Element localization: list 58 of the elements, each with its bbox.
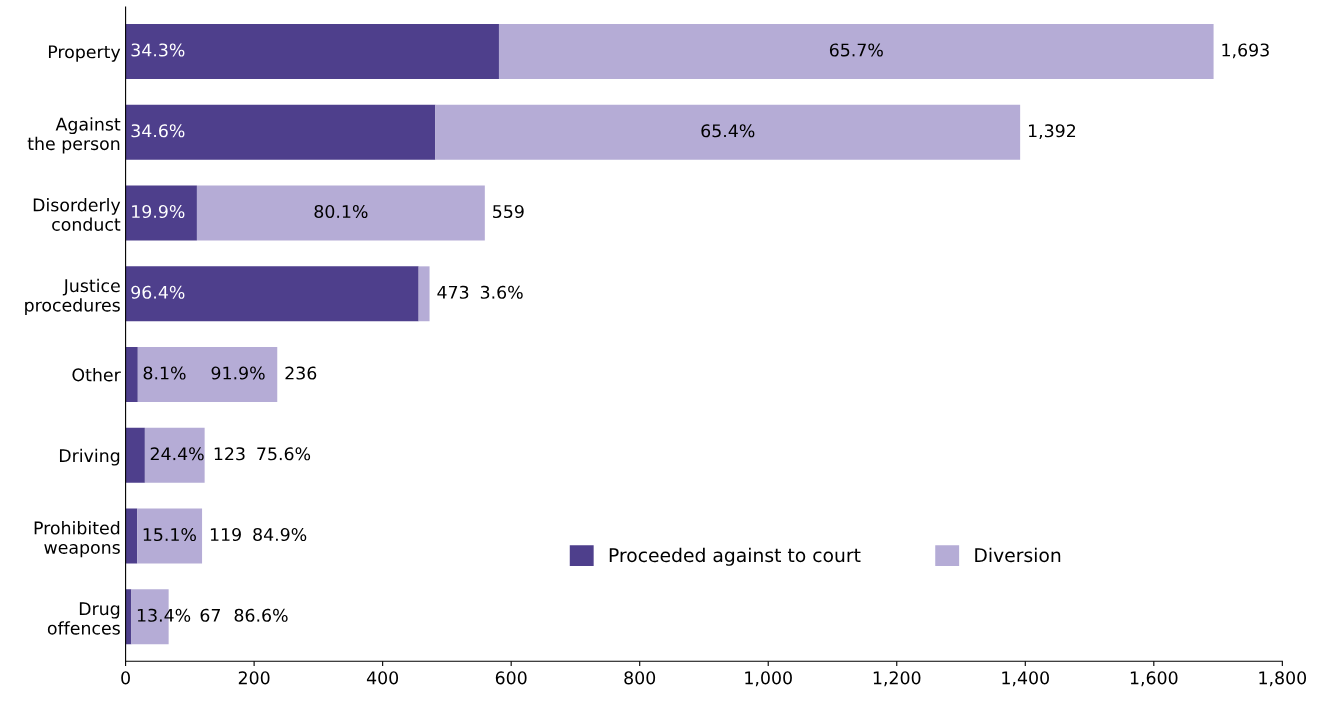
y-tick-label: Driving <box>59 448 120 466</box>
bar <box>125 24 499 79</box>
x-tick-label: 1,400 <box>1002 671 1049 687</box>
bar <box>137 508 203 564</box>
bar <box>125 427 145 483</box>
x-tick-label: 200 <box>238 671 270 685</box>
bar <box>435 104 1021 160</box>
annotation: 3.6% <box>480 285 523 299</box>
annotation: 24.4% <box>150 447 204 461</box>
annotation: 34.6% <box>131 124 185 138</box>
annotation: 8.1% <box>143 366 186 380</box>
bar <box>144 427 205 483</box>
y-tick-label: Disorderly conduct <box>33 198 121 231</box>
annotation: 75.6% <box>257 447 311 461</box>
x-tick-label: 1,800 <box>1259 671 1307 687</box>
bar <box>125 347 138 402</box>
legend-label: Diversion <box>975 547 1061 563</box>
bar <box>418 266 430 322</box>
total-label: 1,693 <box>1222 43 1269 59</box>
y-tick-label: Drug offences <box>47 602 120 635</box>
total-label: 236 <box>285 366 317 380</box>
bar <box>125 266 419 322</box>
bar <box>137 347 278 402</box>
x-tick-label: 800 <box>624 671 656 685</box>
x-tick-label: 1,600 <box>1130 671 1178 687</box>
x-tick-label: 1,000 <box>745 671 792 687</box>
bar <box>125 104 436 160</box>
x-tick-label: 600 <box>495 671 527 685</box>
annotation: 86.6% <box>234 608 288 622</box>
annotation: 84.9% <box>253 527 307 542</box>
annotation: 13.4% <box>137 608 191 622</box>
y-tick-label: Other <box>72 367 121 382</box>
annotation: 19.9% <box>132 204 185 219</box>
total-label: 67 <box>200 608 220 622</box>
annotation: 96.4% <box>131 285 185 299</box>
y-tick-label: Justice procedures <box>25 278 120 316</box>
bar <box>498 24 1214 79</box>
total-label: 1,392 <box>1028 124 1076 140</box>
annotation: 80.1% <box>314 204 368 219</box>
annotation: 91.9% <box>211 366 265 380</box>
annotation: 65.7% <box>829 43 883 57</box>
y-tick-label: Prohibited weapons <box>34 521 120 558</box>
annotation: 65.4% <box>701 124 755 138</box>
total-label: 123 <box>214 447 245 461</box>
total-label: 559 <box>493 204 524 219</box>
bar <box>196 185 485 241</box>
y-tick-label: Against the person <box>27 117 121 154</box>
bar <box>125 185 197 241</box>
x-tick-label: 0 <box>121 671 130 685</box>
x-tick-label: 1,200 <box>873 671 921 687</box>
total-label: 119 <box>210 527 241 542</box>
legend-label: Proceeded against to court <box>609 547 861 566</box>
bar <box>125 508 138 564</box>
x-tick-label: 400 <box>366 671 399 685</box>
y-tick-label: Property <box>48 45 121 62</box>
annotation: 15.1% <box>143 527 196 542</box>
total-label: 473 <box>437 285 469 299</box>
annotation: 34.3% <box>131 43 185 57</box>
